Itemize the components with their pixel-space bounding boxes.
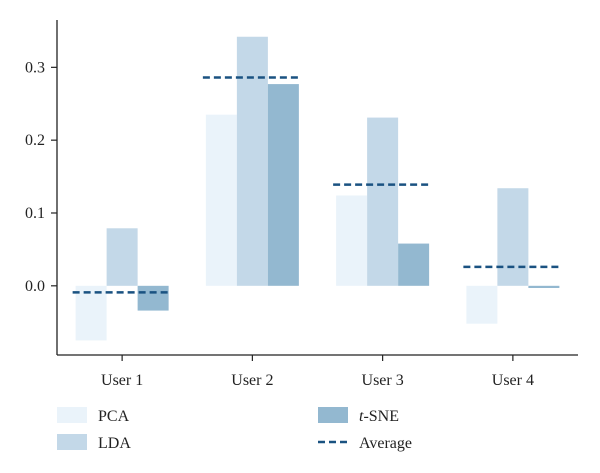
bar-t-sne-user-2	[267, 84, 299, 286]
average-lines	[72, 76, 563, 294]
x-tick-label-user-1: User 1	[101, 372, 143, 389]
bar-pca-user-4	[466, 285, 498, 324]
legend-swatch-pca	[57, 407, 87, 423]
y-tick-label-0: 0.0	[25, 278, 45, 295]
legend-swatch-tsne	[318, 407, 348, 423]
y-tick-label-2: 0.2	[25, 132, 45, 149]
x-tick-label-user-2: User 2	[231, 372, 273, 389]
legend: PCA LDA t-SNE Average	[57, 407, 412, 452]
axes	[56, 20, 578, 356]
y-ticks: 0.0 0.1 0.2 0.3	[25, 59, 57, 295]
bar-pca-user-2	[205, 114, 237, 286]
bar-pca-user-1	[75, 285, 107, 341]
bar-lda-user-1	[106, 228, 138, 286]
bar-lda-user-3	[367, 117, 399, 286]
legend-swatch-lda	[57, 434, 87, 450]
bar-pca-user-3	[336, 195, 368, 286]
bar-lda-user-4	[497, 188, 529, 286]
x-ticks: User 1 User 2 User 3 User 4	[101, 355, 534, 389]
legend-label-lda: LDA	[98, 435, 131, 452]
y-tick-label-1: 0.1	[25, 205, 45, 222]
legend-label-pca: PCA	[98, 408, 130, 425]
bar-t-sne-user-1	[137, 285, 169, 311]
y-tick-label-3: 0.3	[25, 59, 45, 76]
bar-t-sne-user-3	[398, 243, 430, 286]
x-tick-label-user-4: User 4	[492, 372, 534, 389]
bar-t-sne-user-4	[528, 285, 560, 288]
bar-lda-user-2	[236, 36, 268, 286]
x-tick-label-user-3: User 3	[362, 372, 404, 389]
legend-label-tsne-prefix: t	[359, 408, 364, 425]
legend-label-tsne: t-SNE	[359, 408, 399, 425]
bars	[75, 36, 560, 341]
legend-label-tsne-suffix: -SNE	[363, 408, 399, 425]
legend-label-average: Average	[359, 435, 412, 452]
